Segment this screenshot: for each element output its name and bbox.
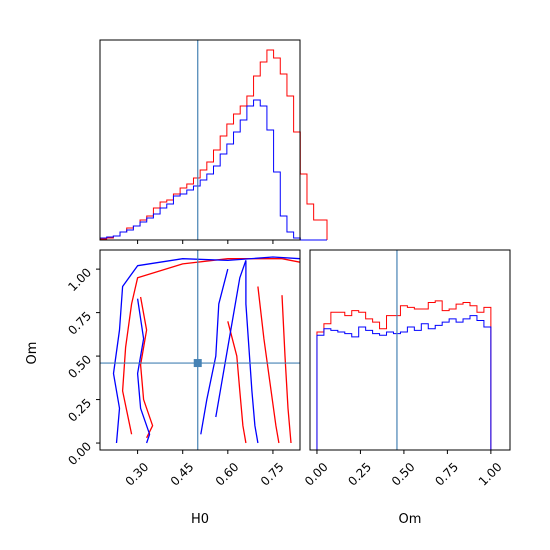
- axes-frame: [309, 249, 511, 451]
- h0-om-contour-panel: 0.30 0.45 0.60 0.75 0.00 0.25 0.50 0.75 1.00: [65, 249, 301, 489]
- x-tick-label: 1.00: [476, 460, 505, 489]
- y-tick-label: 1.00: [65, 265, 94, 294]
- x-axis-label-om: Om: [399, 512, 422, 527]
- contour-line-blue: [200, 268, 229, 435]
- y-tick-label: 0.50: [65, 352, 94, 381]
- x-tick-label: 0.25: [345, 460, 374, 489]
- y-tick-label: 0.00: [65, 439, 94, 468]
- contour-line-red: [121, 258, 300, 435]
- x-tick-label: 0.75: [258, 460, 287, 489]
- histogram-series-red: [99, 49, 328, 240]
- contour-line-red: [281, 295, 292, 444]
- histogram-series-blue: [99, 99, 328, 241]
- contour-line-blue: [245, 260, 259, 444]
- contour-line-red: [139, 296, 154, 439]
- x-tick-label: 0.75: [432, 460, 461, 489]
- om-marginal-panel: 0.00 0.25 0.50 0.75 1.00: [302, 249, 511, 489]
- contour-line-blue: [136, 298, 151, 444]
- contour-line-red: [227, 321, 247, 444]
- axes-frame: [99, 39, 301, 241]
- x-tick-label: 0.30: [123, 460, 152, 489]
- contour-line-blue: [112, 256, 300, 444]
- x-tick-label: 0.60: [213, 460, 242, 489]
- contour-line-red: [257, 286, 280, 444]
- axes-frame: [99, 249, 301, 451]
- y-axis-label-om: Om: [25, 342, 40, 365]
- x-axis-label-h0: H0: [191, 512, 209, 527]
- x-tick-label: 0.50: [389, 460, 418, 489]
- histogram-series-red: [316, 300, 492, 450]
- truth-marker: [193, 359, 202, 368]
- x-tick-label: 0.45: [168, 460, 197, 489]
- y-tick-label: 0.75: [65, 309, 94, 338]
- contour-line-blue: [215, 260, 247, 418]
- h0-marginal-panel: [99, 39, 328, 244]
- y-tick-label: 0.25: [65, 396, 94, 425]
- histogram-series-blue: [316, 315, 492, 450]
- x-tick-label: 0.00: [302, 460, 331, 489]
